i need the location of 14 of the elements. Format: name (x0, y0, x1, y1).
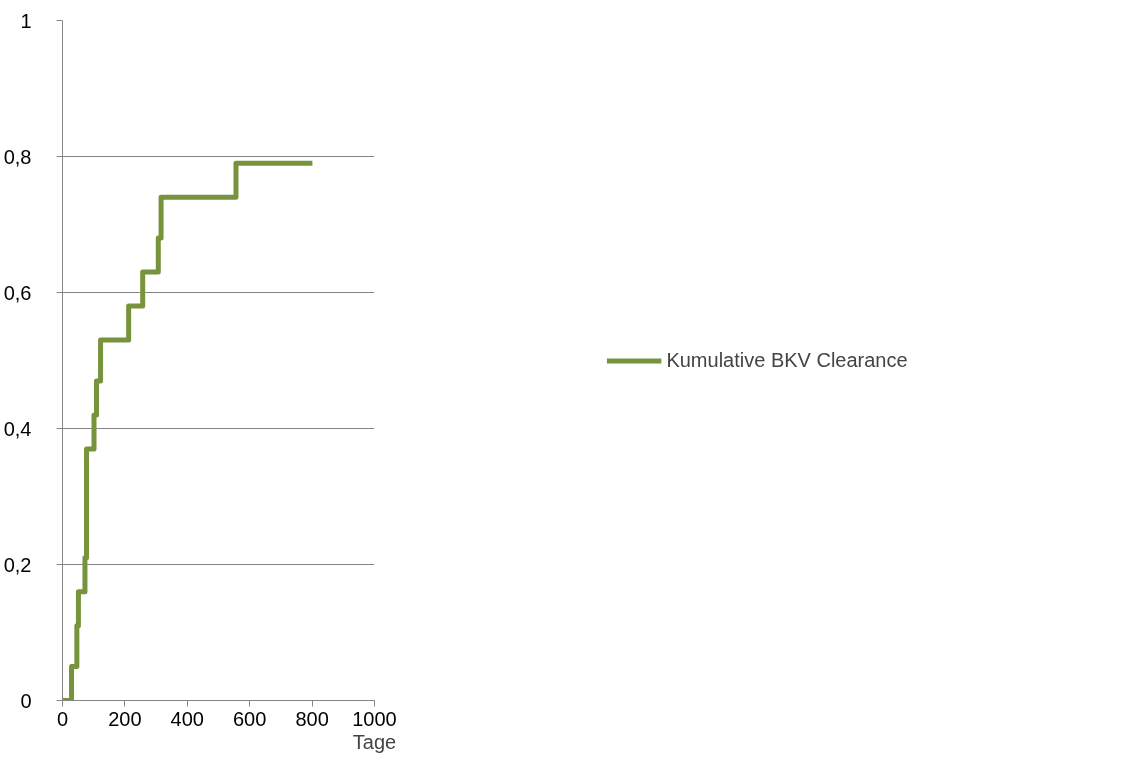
x-tick-label: 1000 (352, 707, 397, 730)
x-tick-label: 400 (170, 707, 204, 730)
x-tick-label: 600 (233, 707, 267, 730)
y-tick-label: 0 (20, 689, 32, 712)
y-tick-label: 0,6 (3, 281, 32, 304)
y-tick-label: 1 (20, 9, 32, 32)
y-tick-label: 0,4 (3, 417, 32, 440)
x-axis-title: Tage (352, 730, 397, 753)
x-tick-label: 800 (295, 707, 329, 730)
legend-label: Kumulative BKV Clearance (666, 348, 908, 372)
x-tick-label: 200 (108, 707, 142, 730)
y-tick-label: 0,2 (3, 553, 32, 576)
x-tick-label: 0 (56, 707, 69, 730)
y-tick-label: 0,8 (3, 145, 32, 168)
